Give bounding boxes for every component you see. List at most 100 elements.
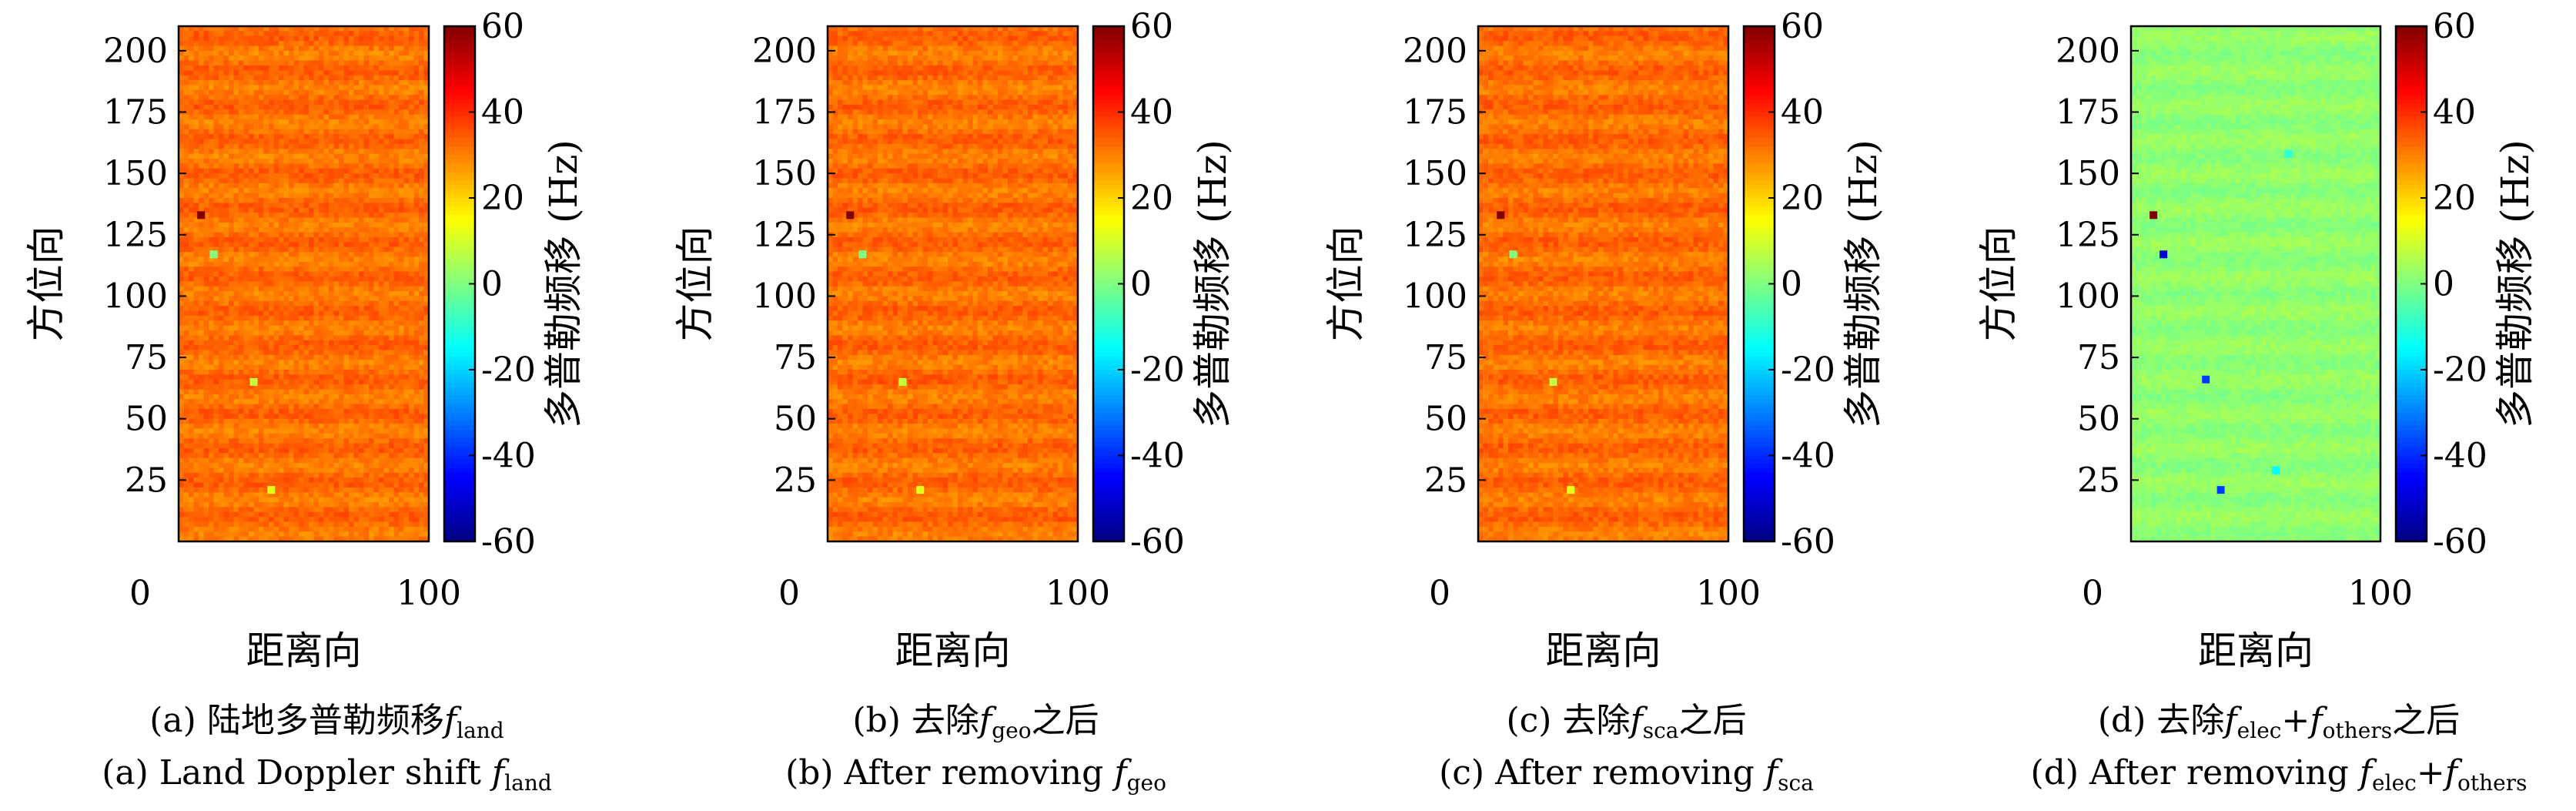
heatmap-cell	[353, 306, 360, 312]
heatmap-cell	[189, 236, 195, 243]
heatmap-cell	[343, 281, 350, 287]
heatmap-cell	[249, 433, 255, 439]
heatmap-cell	[333, 418, 340, 424]
heatmap-cell	[239, 193, 245, 199]
heatmap-cell	[283, 379, 289, 385]
heatmap-cell	[309, 306, 315, 312]
heatmap-cell	[383, 114, 390, 120]
heatmap-cell	[399, 55, 405, 62]
heatmap-cell	[219, 168, 225, 174]
heatmap-cell	[233, 467, 239, 474]
heatmap-cell	[269, 75, 275, 81]
heatmap-cell	[343, 85, 350, 91]
heatmap-cell	[323, 31, 330, 37]
heatmap-cell	[203, 418, 209, 424]
heatmap-cell	[329, 350, 335, 356]
heatmap-cell	[379, 183, 385, 189]
heatmap-cell	[263, 389, 269, 395]
heatmap-cell	[243, 45, 249, 52]
heatmap-cell	[233, 418, 239, 424]
heatmap-cell	[253, 55, 259, 62]
heatmap-cell	[373, 45, 380, 52]
heatmap-cell	[409, 404, 415, 410]
heatmap-cell	[359, 193, 365, 199]
heatmap-cell	[189, 350, 195, 356]
heatmap-cell	[349, 335, 355, 341]
heatmap-cell	[293, 242, 299, 248]
heatmap-cell	[233, 85, 239, 91]
heatmap-cell	[279, 119, 285, 126]
heatmap-cell	[233, 217, 239, 223]
heatmap-cell	[389, 453, 395, 459]
heatmap-cell	[343, 139, 350, 145]
heatmap-cell	[353, 252, 360, 258]
heatmap-cell	[379, 384, 385, 390]
heatmap-cell	[329, 252, 335, 258]
heatmap-cell	[383, 350, 390, 356]
heatmap-cell	[229, 463, 235, 469]
heatmap-cell	[379, 310, 385, 317]
heatmap-cell	[333, 433, 340, 439]
heatmap-cell	[179, 408, 185, 414]
heatmap-cell	[383, 414, 390, 420]
heatmap-cell	[263, 478, 269, 484]
heatmap-cell	[389, 222, 395, 228]
heatmap-cell	[353, 31, 360, 37]
heatmap-cell	[393, 310, 400, 317]
heatmap-cell	[329, 109, 335, 116]
heatmap-cell	[319, 159, 325, 164]
heatmap-cell	[293, 35, 299, 42]
heatmap-cell	[283, 384, 289, 390]
heatmap-cell	[309, 193, 315, 199]
heatmap-cell	[253, 330, 259, 336]
heatmap-cell	[199, 507, 205, 513]
heatmap-cell	[183, 232, 189, 238]
heatmap-cell	[423, 497, 430, 503]
heatmap-cell	[193, 26, 199, 32]
heatmap-cell	[269, 89, 275, 96]
heatmap-cell	[269, 99, 275, 106]
heatmap-cell	[363, 364, 370, 370]
heatmap-cell	[393, 507, 400, 513]
heatmap-cell	[219, 384, 225, 390]
heatmap-cell	[409, 433, 415, 439]
heatmap-cell	[373, 153, 380, 159]
heatmap-cell	[403, 227, 410, 233]
heatmap-cell	[403, 325, 410, 331]
heatmap-cell	[369, 389, 375, 395]
heatmap-cell	[393, 266, 400, 273]
heatmap-cell	[343, 198, 350, 203]
heatmap-cell	[323, 424, 330, 430]
heatmap-cell	[419, 492, 425, 498]
heatmap-cell	[239, 360, 245, 366]
heatmap-cell	[213, 55, 219, 62]
heatmap-cell	[209, 242, 215, 248]
heatmap-cell	[279, 286, 285, 292]
heatmap-cell	[413, 364, 420, 370]
heatmap-cell	[259, 246, 265, 253]
heatmap-cell	[403, 271, 410, 277]
heatmap-cell	[339, 291, 345, 297]
heatmap-cell	[363, 424, 370, 430]
heatmap-cell	[419, 65, 425, 71]
heatmap-cell	[369, 80, 375, 86]
heatmap-cell	[309, 217, 315, 223]
heatmap-cell	[363, 335, 370, 341]
heatmap-cell	[353, 89, 360, 96]
heatmap-cell	[339, 222, 345, 228]
heatmap-cell	[359, 340, 365, 346]
heatmap-cell	[383, 330, 390, 336]
heatmap-cell	[379, 306, 385, 312]
heatmap-cell	[263, 227, 269, 233]
heatmap-cell	[213, 330, 219, 336]
heatmap-cell	[199, 207, 205, 213]
heatmap-cell	[209, 159, 215, 164]
heatmap-cell	[313, 55, 319, 62]
heatmap-cell	[183, 408, 189, 414]
heatmap-cell	[253, 80, 259, 86]
heatmap-cell	[343, 364, 350, 370]
heatmap-cell	[389, 119, 395, 126]
heatmap-cell	[269, 80, 275, 86]
heatmap-cell	[339, 153, 345, 159]
heatmap-cell	[303, 149, 309, 155]
